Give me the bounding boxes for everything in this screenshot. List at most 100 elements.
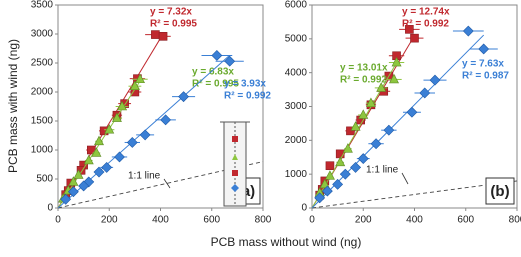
marker: [325, 161, 335, 171]
marker: [60, 193, 72, 205]
marker: [67, 186, 79, 198]
fit-r2: R² = 0.992: [340, 75, 387, 86]
identity-arrow: [163, 178, 171, 189]
marker: [342, 143, 353, 153]
y-tick-label: 3000: [31, 29, 54, 40]
x-tick-label: 800: [255, 215, 272, 226]
marker: [319, 178, 330, 189]
marker: [321, 185, 333, 197]
panel-label: (b): [490, 183, 509, 200]
panel-label-box: [485, 177, 515, 205]
y-tick-label: 5000: [285, 33, 308, 44]
x-tick-label: 600: [203, 215, 220, 226]
y-tick-label: 500: [36, 174, 53, 185]
marker: [126, 137, 138, 148]
x-axis-label: PCB mass without wind (ng): [211, 235, 362, 249]
marker: [94, 135, 104, 146]
y-tick-label: 1000: [31, 145, 54, 156]
marker: [370, 138, 382, 150]
x-tick-label: 400: [152, 215, 169, 226]
y-tick-label: 3000: [285, 101, 308, 112]
marker: [383, 124, 395, 136]
x-tick-label: 800: [509, 215, 521, 226]
marker: [332, 178, 344, 190]
marker: [111, 112, 122, 122]
marker: [224, 55, 236, 67]
marker: [391, 56, 402, 67]
identity-label: 1:1 line: [366, 165, 399, 176]
inset-diagram: [220, 121, 250, 207]
y-tick-label: 6000: [285, 0, 308, 11]
x-tick-label: 600: [457, 215, 474, 226]
y-tick-label: 4000: [285, 67, 308, 78]
marker: [346, 126, 355, 136]
y-axis-label: PCB mass with wind (ng): [6, 39, 20, 173]
fit-line: [57, 33, 164, 209]
marker: [350, 121, 361, 131]
marker: [410, 33, 419, 43]
x-tick-label: 200: [101, 215, 118, 226]
marker: [135, 73, 145, 84]
fit-r2: R² = 0.992: [224, 91, 271, 102]
marker: [117, 100, 128, 111]
marker: [73, 169, 84, 179]
x-tick-label: 400: [406, 215, 423, 226]
marker: [462, 25, 474, 37]
fit-r2: R² = 0.987: [462, 71, 509, 82]
marker: [358, 109, 369, 119]
y-tick-label: 1500: [31, 116, 54, 127]
marker: [406, 106, 418, 118]
marker: [389, 73, 399, 84]
fit-equation: y = 3.93x: [224, 79, 266, 90]
identity-label: 1:1 line: [128, 171, 161, 182]
marker: [78, 180, 90, 192]
marker: [478, 43, 490, 55]
y-tick-label: 2000: [285, 135, 308, 146]
y-tick-label: 0: [47, 203, 53, 214]
marker: [376, 82, 387, 92]
marker: [405, 25, 414, 34]
x-tick-label: 0: [55, 215, 61, 226]
identity-arrow: [401, 172, 409, 185]
marker: [101, 161, 113, 173]
marker: [151, 30, 160, 39]
y-tick-label: 2500: [31, 58, 54, 69]
marker: [350, 161, 361, 173]
marker: [178, 91, 189, 103]
marker: [139, 129, 151, 141]
y-tick-label: 1000: [285, 169, 308, 180]
marker: [114, 151, 125, 163]
marker: [129, 80, 140, 90]
y-tick-label: 0: [301, 203, 307, 214]
marker: [158, 32, 168, 41]
marker: [91, 147, 102, 157]
fit-line: [311, 34, 485, 209]
y-tick-label: 3500: [31, 0, 54, 11]
marker: [160, 114, 172, 126]
marker: [314, 192, 326, 204]
marker: [324, 170, 335, 180]
marker: [429, 74, 441, 86]
fit-r2: R² = 0.992: [402, 19, 449, 30]
marker: [93, 166, 105, 178]
fit-r2: R² = 0.995: [150, 19, 197, 30]
fit-equation: y = 7.63x: [462, 59, 504, 70]
marker: [357, 153, 369, 165]
marker: [83, 154, 94, 165]
x-tick-label: 200: [355, 215, 372, 226]
fit-equation: y = 6.83x: [192, 67, 234, 78]
marker: [68, 176, 79, 186]
marker: [104, 124, 115, 134]
fit-equation: y = 7.32x: [150, 7, 192, 18]
marker: [211, 50, 223, 61]
y-tick-label: 2000: [31, 87, 54, 98]
marker: [365, 97, 376, 107]
fit-equation: y = 12.74x: [402, 7, 450, 18]
marker: [419, 87, 431, 99]
fit-equation: y = 13.01x: [340, 63, 388, 74]
marker: [335, 156, 346, 167]
x-tick-label: 0: [309, 215, 315, 226]
fit-r2: R² = 0.995: [192, 79, 239, 90]
marker: [339, 168, 351, 180]
